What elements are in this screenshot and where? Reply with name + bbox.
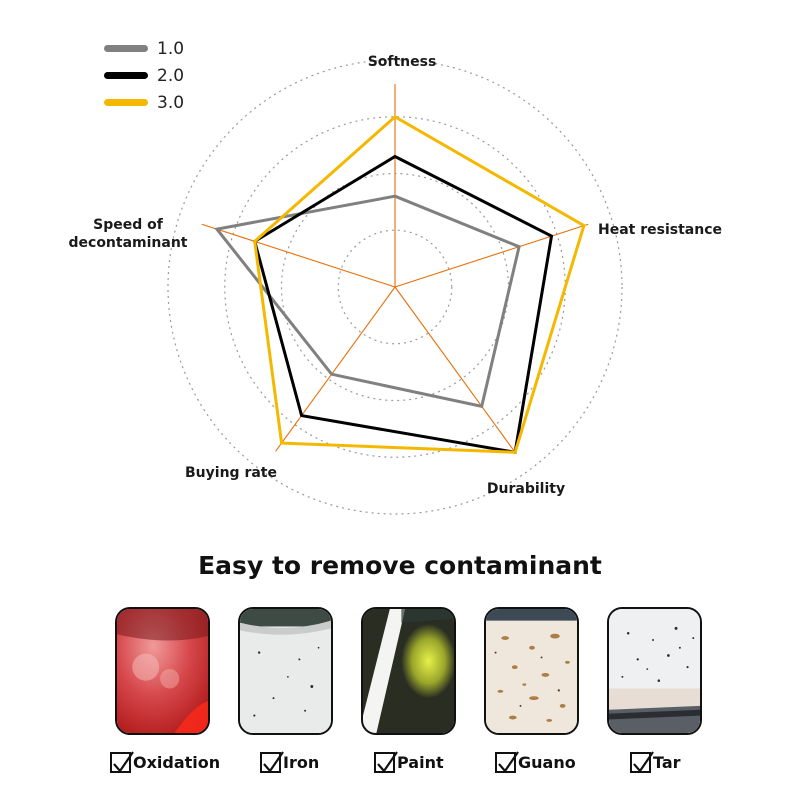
check-icon bbox=[110, 750, 134, 773]
check-icon bbox=[630, 750, 654, 773]
legend-label-1: 1.0 bbox=[157, 38, 185, 59]
series-1-polygon bbox=[214, 194, 521, 409]
check-icon bbox=[260, 750, 284, 773]
caption-label: Tar bbox=[653, 752, 681, 772]
legend-swatch-1 bbox=[104, 45, 148, 52]
grid-ring-1 bbox=[337, 229, 453, 345]
check-icon bbox=[374, 750, 398, 773]
radar-spokes bbox=[201, 83, 589, 452]
caption-label: Oxidation bbox=[133, 752, 221, 772]
check-icon bbox=[495, 750, 519, 773]
radar-chart bbox=[167, 59, 623, 515]
caption-iron: Iron bbox=[260, 749, 319, 775]
caption-tar: Tar bbox=[630, 749, 681, 775]
legend-swatch-2 bbox=[104, 72, 148, 79]
legend-label-3: 3.0 bbox=[157, 92, 185, 113]
section-headline: Easy to remove contaminant bbox=[198, 551, 602, 580]
iron-photo bbox=[238, 607, 333, 735]
legend-swatch-3 bbox=[104, 99, 148, 106]
axis-label-buying-rate: Buying rate bbox=[185, 465, 277, 481]
paint-photo bbox=[361, 607, 456, 735]
caption-oxidation: Oxidation bbox=[110, 749, 220, 775]
caption-guano: Guano bbox=[495, 749, 576, 775]
series-2-polygon bbox=[252, 154, 554, 455]
axis-label-speed-line1: Speed of bbox=[93, 217, 163, 233]
legend-item-3: 3.0 bbox=[104, 89, 184, 116]
legend-item-2: 2.0 bbox=[104, 62, 184, 89]
tar-photo bbox=[607, 607, 702, 735]
axis-label-durability: Durability bbox=[486, 481, 566, 497]
axis-spoke-2 bbox=[394, 223, 589, 288]
caption-label: Guano bbox=[518, 752, 576, 772]
radar-series bbox=[214, 114, 586, 455]
oxidation-photo bbox=[115, 607, 210, 735]
caption-label: Iron bbox=[283, 752, 320, 772]
caption-paint: Paint bbox=[374, 749, 444, 775]
legend-label-2: 2.0 bbox=[157, 65, 185, 86]
axis-label-speed-line2: decontaminant bbox=[68, 235, 188, 251]
axis-label-speed: Speed of decontaminant bbox=[58, 216, 198, 252]
caption-label: Paint bbox=[397, 752, 444, 772]
axis-spoke-5 bbox=[201, 223, 396, 288]
axis-spoke-3 bbox=[394, 286, 515, 452]
axis-label-softness: Softness bbox=[367, 54, 437, 70]
guano-photo bbox=[484, 607, 579, 735]
series-3-polygon bbox=[253, 114, 586, 454]
axis-spoke-4 bbox=[275, 286, 396, 452]
axis-label-heat-resistance: Heat resistance bbox=[598, 222, 722, 238]
legend: 1.0 2.0 3.0 bbox=[104, 35, 184, 116]
legend-item-1: 1.0 bbox=[104, 35, 184, 62]
grid-ring-4 bbox=[167, 59, 623, 515]
